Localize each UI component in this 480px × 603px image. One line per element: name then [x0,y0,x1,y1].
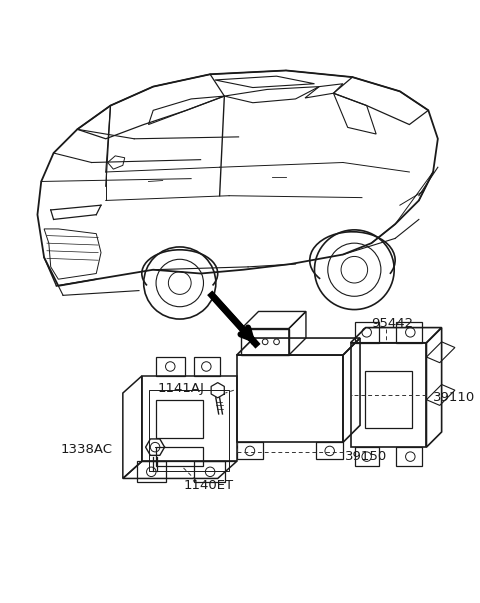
Text: 1141AJ: 1141AJ [158,382,205,395]
Text: 1140ET: 1140ET [183,479,234,491]
Text: 95442: 95442 [372,317,414,330]
Text: 39110: 39110 [433,391,475,404]
Text: 39150: 39150 [345,450,387,463]
Text: 1338AC: 1338AC [60,443,112,455]
